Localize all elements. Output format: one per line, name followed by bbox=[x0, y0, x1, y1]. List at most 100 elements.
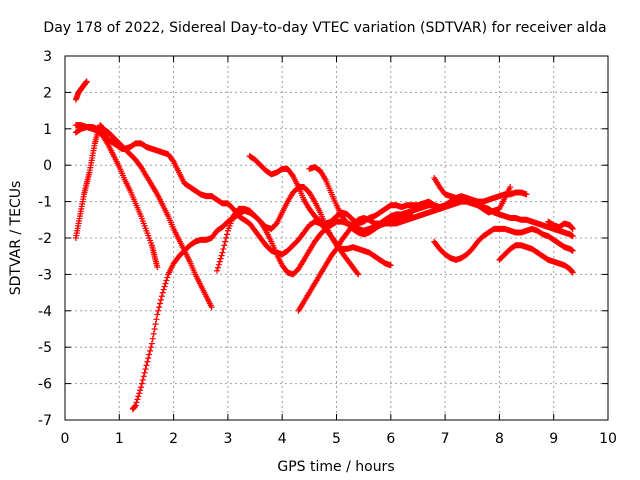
data-point bbox=[154, 264, 161, 271]
series-arc14 bbox=[545, 218, 576, 232]
chart-title: Day 178 of 2022, Sidereal Day-to-day VTE… bbox=[43, 20, 606, 36]
data-point bbox=[387, 262, 394, 269]
y-tick-label: -7 bbox=[38, 413, 52, 429]
data-point bbox=[208, 304, 215, 311]
data-point bbox=[569, 269, 576, 276]
data-point bbox=[147, 344, 154, 351]
data-point bbox=[162, 280, 169, 287]
x-tick-label: 4 bbox=[278, 431, 287, 447]
data-point bbox=[223, 231, 230, 238]
data-point bbox=[154, 311, 161, 318]
y-tick-label: 0 bbox=[43, 158, 52, 174]
x-tick-label: 6 bbox=[386, 431, 395, 447]
x-tick-label: 10 bbox=[599, 431, 617, 447]
data-point bbox=[134, 396, 141, 403]
data-point bbox=[222, 238, 229, 245]
data-point bbox=[83, 78, 90, 85]
data-point bbox=[138, 384, 145, 391]
data-point bbox=[137, 387, 144, 394]
data-point bbox=[569, 247, 576, 254]
data-point bbox=[507, 184, 514, 191]
x-axis-label: GPS time / hours bbox=[277, 459, 394, 475]
data-point bbox=[148, 340, 155, 347]
y-axis-label: SDTVAR / TECUs bbox=[8, 181, 24, 296]
data-point bbox=[569, 233, 576, 240]
data-point bbox=[217, 255, 224, 262]
y-tick-label: -3 bbox=[38, 267, 52, 283]
series-arc6 bbox=[129, 207, 416, 413]
series-arc11 bbox=[431, 174, 576, 240]
y-tick-label: -2 bbox=[38, 231, 52, 247]
data-point bbox=[142, 366, 149, 373]
x-tick-label: 1 bbox=[115, 431, 124, 447]
data-point bbox=[147, 347, 154, 354]
data-point bbox=[152, 321, 159, 328]
y-tick-label: -4 bbox=[38, 304, 52, 320]
data-point bbox=[153, 316, 160, 323]
data-point bbox=[138, 380, 145, 387]
data-point bbox=[143, 362, 150, 369]
x-tick-label: 0 bbox=[61, 431, 70, 447]
data-point bbox=[158, 293, 165, 300]
axis-ticks: 0 1 2 3 4 5 6 7 8 9 10 -7 -6 -5 -4 -3 -2 -1 0 1 2 3 bbox=[38, 49, 617, 447]
data-point bbox=[214, 264, 221, 271]
x-tick-label: 5 bbox=[332, 431, 341, 447]
data-point bbox=[157, 300, 164, 307]
data-point bbox=[156, 304, 163, 311]
data-point bbox=[160, 286, 167, 293]
series-arc4 bbox=[72, 122, 215, 311]
y-tick-label: -1 bbox=[38, 195, 52, 211]
y-tick-label: 2 bbox=[43, 85, 52, 101]
x-tick-label: 7 bbox=[441, 431, 450, 447]
series-arc7 bbox=[214, 184, 394, 274]
data-point bbox=[569, 225, 576, 232]
data-point bbox=[159, 289, 166, 296]
data-point bbox=[133, 399, 140, 406]
series-layer bbox=[72, 78, 576, 413]
series-arc12 bbox=[431, 225, 576, 263]
data-point bbox=[164, 274, 171, 281]
series-arc13 bbox=[496, 242, 576, 276]
data-point bbox=[155, 307, 162, 314]
data-point bbox=[139, 376, 146, 383]
data-point bbox=[136, 390, 143, 397]
data-point bbox=[216, 258, 223, 265]
data-point bbox=[355, 271, 362, 278]
y-tick-label: -5 bbox=[38, 340, 52, 356]
data-point bbox=[140, 373, 147, 380]
grid bbox=[65, 56, 608, 420]
data-point bbox=[141, 369, 148, 376]
data-point bbox=[151, 326, 158, 332]
data-point bbox=[161, 283, 168, 290]
x-tick-label: 9 bbox=[549, 431, 558, 447]
data-point bbox=[163, 277, 170, 284]
data-point bbox=[215, 261, 222, 268]
data-point bbox=[354, 270, 361, 277]
data-point bbox=[144, 358, 151, 365]
data-point bbox=[149, 335, 156, 342]
data-point bbox=[218, 252, 225, 259]
data-point bbox=[145, 355, 152, 362]
data-point bbox=[523, 191, 530, 198]
y-tick-label: 3 bbox=[43, 49, 52, 65]
data-point bbox=[132, 402, 139, 409]
data-point bbox=[135, 393, 142, 400]
y-tick-label: 1 bbox=[43, 122, 52, 138]
x-tick-label: 3 bbox=[223, 431, 232, 447]
x-tick-label: 2 bbox=[169, 431, 178, 447]
data-point bbox=[223, 235, 230, 241]
data-point bbox=[146, 351, 153, 358]
y-tick-label: -6 bbox=[38, 377, 52, 393]
data-point bbox=[219, 249, 226, 256]
series-arc1 bbox=[72, 78, 90, 103]
data-point bbox=[214, 267, 221, 274]
x-tick-label: 8 bbox=[495, 431, 504, 447]
data-point bbox=[157, 296, 164, 303]
data-point bbox=[220, 245, 227, 252]
data-point bbox=[221, 242, 228, 249]
data-point bbox=[150, 330, 157, 337]
data-point bbox=[169, 157, 176, 164]
data-point bbox=[289, 171, 296, 178]
